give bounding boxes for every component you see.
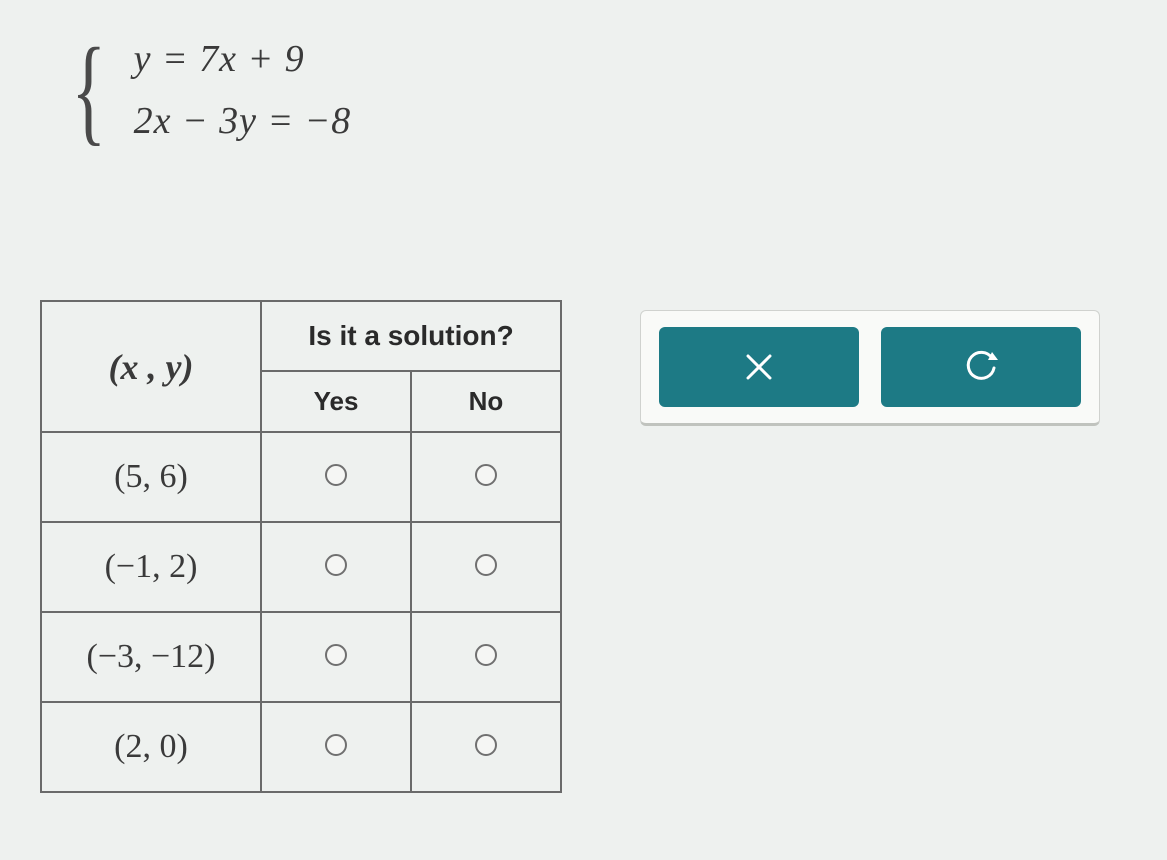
yes-header: Yes [261,371,411,432]
radio-yes-2[interactable] [325,644,347,666]
reset-button[interactable] [881,327,1081,407]
radio-yes-1[interactable] [325,554,347,576]
radio-no-0[interactable] [475,464,497,486]
radio-yes-0[interactable] [325,464,347,486]
close-icon [742,350,776,384]
pair-cell: (−3, −12) [41,612,261,702]
equation-2: 2x − 3y = −8 [134,99,352,143]
radio-no-2[interactable] [475,644,497,666]
pair-cell: (5, 6) [41,432,261,522]
equations: y = 7x + 9 2x − 3y = −8 [134,37,352,143]
table-row: (2, 0) [41,702,561,792]
table-row: (−3, −12) [41,612,561,702]
radio-yes-3[interactable] [325,734,347,756]
question-header: Is it a solution? [261,301,561,371]
brace-symbol: { [72,30,107,150]
pair-header: (x , y) [41,301,261,432]
radio-no-1[interactable] [475,554,497,576]
solution-table: (x , y) Is it a solution? Yes No (5, 6) … [40,300,562,793]
pair-cell: (2, 0) [41,702,261,792]
table-row: (5, 6) [41,432,561,522]
pair-cell: (−1, 2) [41,522,261,612]
button-tray [640,310,1100,426]
reset-icon [962,348,1000,386]
no-header: No [411,371,561,432]
radio-no-3[interactable] [475,734,497,756]
table-row: (−1, 2) [41,522,561,612]
close-button[interactable] [659,327,859,407]
equation-1: y = 7x + 9 [134,37,352,81]
equation-system: { y = 7x + 9 2x − 3y = −8 [60,30,351,150]
